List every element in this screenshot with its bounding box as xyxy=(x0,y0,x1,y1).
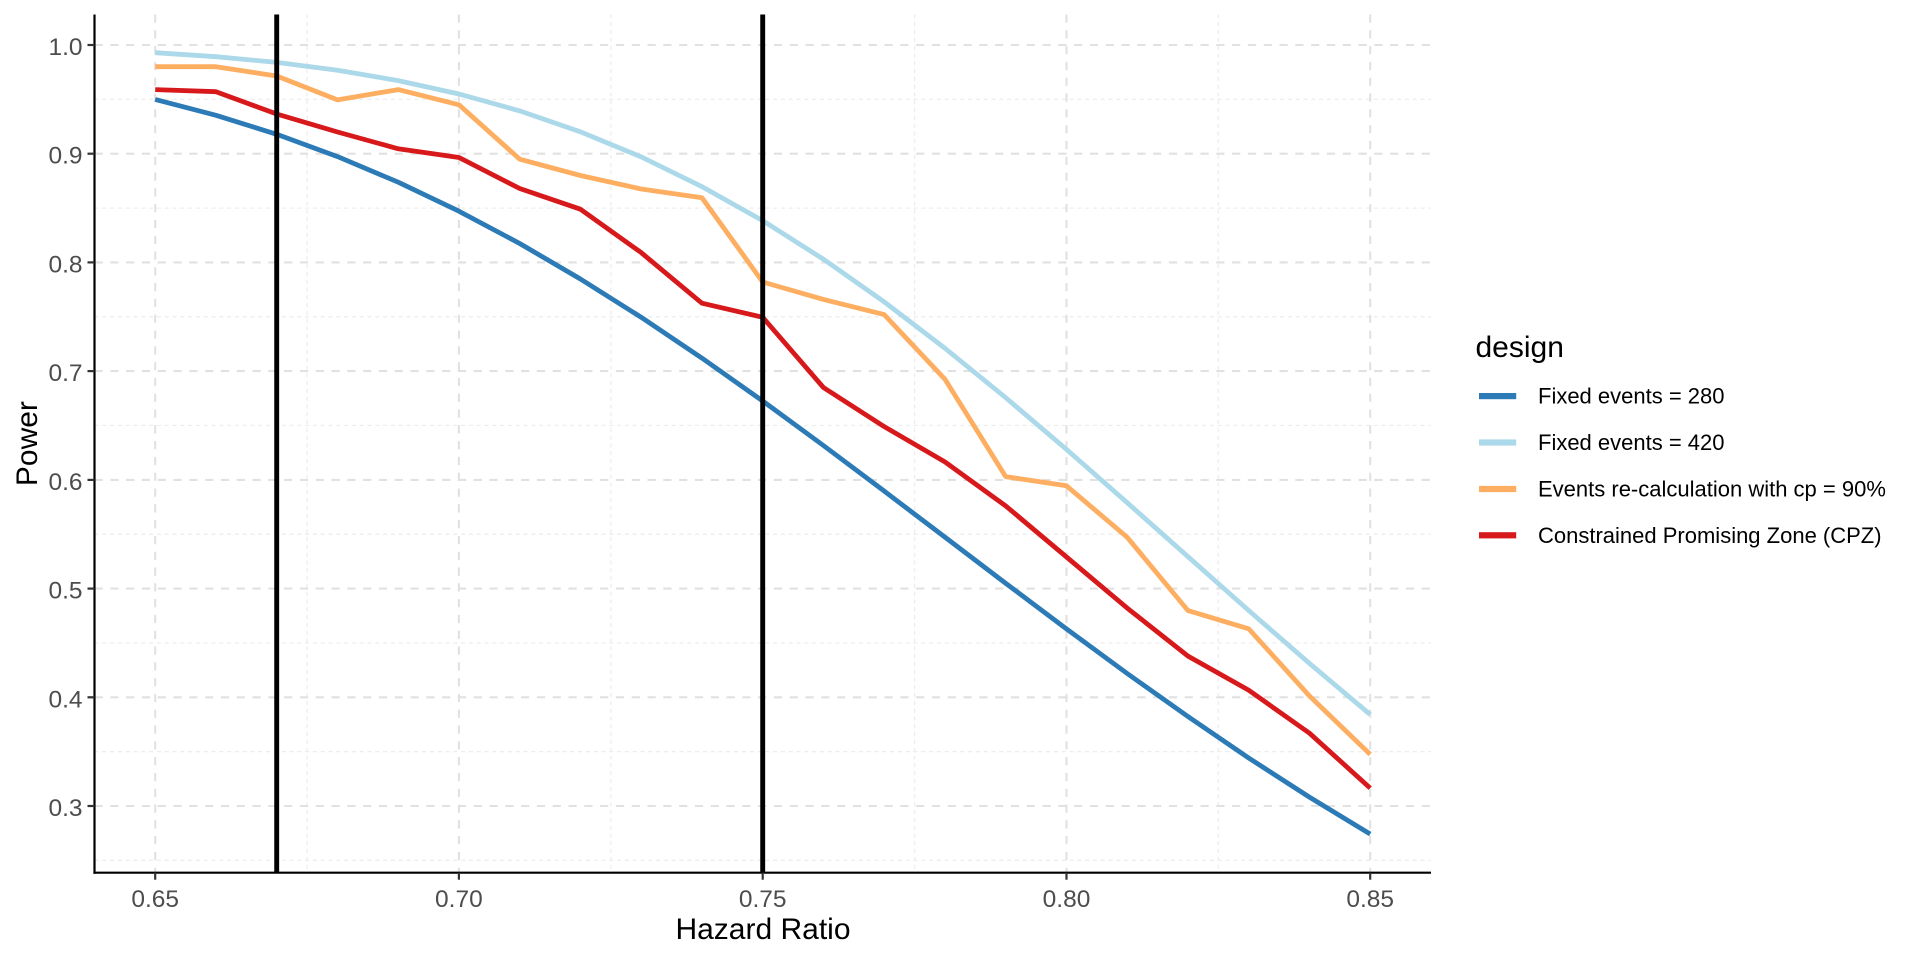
svg-text:0.8: 0.8 xyxy=(48,251,82,278)
svg-text:Fixed events = 420: Fixed events = 420 xyxy=(1538,430,1725,455)
svg-text:design: design xyxy=(1476,331,1564,364)
svg-text:0.7: 0.7 xyxy=(48,360,82,387)
svg-text:Hazard Ratio: Hazard Ratio xyxy=(675,913,850,946)
svg-text:Power: Power xyxy=(11,401,44,486)
svg-text:1.0: 1.0 xyxy=(48,34,82,61)
svg-text:0.80: 0.80 xyxy=(1043,886,1091,913)
svg-text:0.6: 0.6 xyxy=(48,469,82,496)
svg-text:0.65: 0.65 xyxy=(131,886,179,913)
svg-text:0.5: 0.5 xyxy=(48,578,82,605)
svg-text:Events re-calculation with cp: Events re-calculation with cp = 90% xyxy=(1538,477,1886,502)
svg-text:0.85: 0.85 xyxy=(1346,886,1394,913)
svg-text:0.75: 0.75 xyxy=(739,886,787,913)
svg-text:0.3: 0.3 xyxy=(48,795,82,822)
svg-text:Fixed events = 280: Fixed events = 280 xyxy=(1538,384,1725,409)
svg-text:Constrained Promising Zone (CP: Constrained Promising Zone (CPZ) xyxy=(1538,523,1882,548)
svg-text:0.9: 0.9 xyxy=(48,143,82,170)
svg-text:0.4: 0.4 xyxy=(48,686,82,713)
svg-text:0.70: 0.70 xyxy=(435,886,483,913)
